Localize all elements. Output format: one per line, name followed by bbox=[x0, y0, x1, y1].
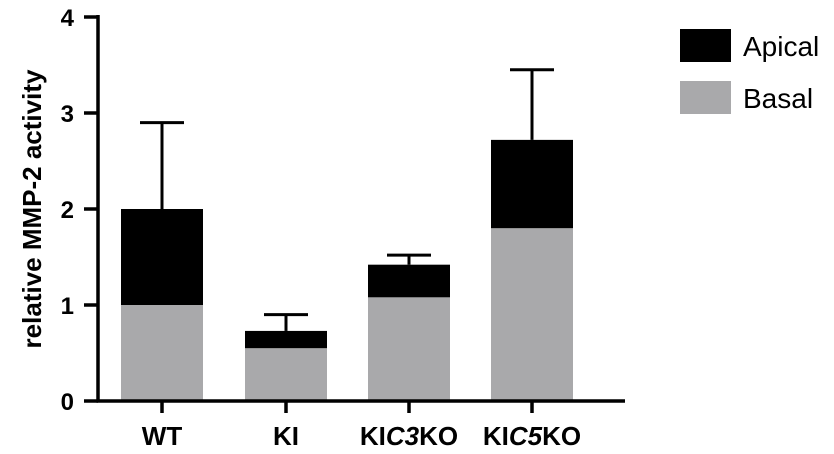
bar-basal-ki bbox=[245, 348, 327, 401]
y-tick-label: 1 bbox=[61, 293, 74, 320]
x-category-label: KIC5KO bbox=[483, 421, 581, 451]
bar-apical-wt bbox=[121, 209, 203, 305]
y-tick-label: 2 bbox=[61, 197, 74, 224]
bar-apical-ki bbox=[245, 330, 327, 349]
y-tick-label: 4 bbox=[61, 5, 75, 32]
y-axis-title: relative MMP-2 activity bbox=[17, 69, 47, 348]
legend-swatch-basal bbox=[680, 81, 731, 114]
bar-basal-kic3ko bbox=[368, 297, 450, 401]
legend-swatch-apical bbox=[680, 29, 731, 62]
bar-basal-kic5ko bbox=[491, 228, 573, 401]
bar-apical-kic3ko bbox=[368, 264, 450, 298]
legend-label-basal: Basal bbox=[743, 83, 813, 114]
x-category-label: KI bbox=[273, 421, 299, 451]
bar-basal-wt bbox=[121, 305, 203, 401]
x-category-label: WT bbox=[142, 421, 183, 451]
y-tick-label: 3 bbox=[61, 101, 74, 128]
legend-label-apical: Apical bbox=[743, 31, 819, 62]
x-category-label: KIC3KO bbox=[360, 421, 458, 451]
y-tick-label: 0 bbox=[61, 389, 74, 416]
bar-apical-kic5ko bbox=[491, 139, 573, 229]
